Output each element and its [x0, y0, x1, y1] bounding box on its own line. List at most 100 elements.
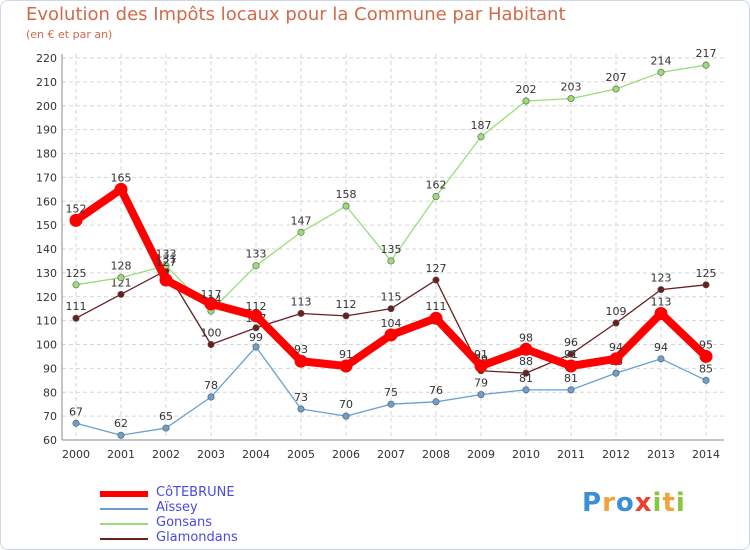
data-point-aissey [522, 386, 530, 394]
data-label-gonsans: 207 [606, 71, 627, 84]
line-chart: 60 70 80 90 100 110 120 130 140 150 160 170 180 190 20… [36, 47, 724, 461]
y-tick-label: 150 [36, 219, 57, 232]
brand-letter: i [652, 488, 663, 518]
data-label-gonsans: 125 [66, 267, 87, 280]
data-point-cotebrune [474, 359, 488, 373]
data-label-aissey: 76 [429, 384, 443, 397]
data-label-cotebrune: 98 [519, 331, 533, 344]
data-label-glamondans: 109 [606, 305, 627, 318]
data-label-glamondans: 100 [201, 327, 222, 340]
x-tick-label: 2007 [377, 448, 405, 461]
data-label-aissey: 67 [69, 405, 83, 418]
data-point-aissey [252, 343, 260, 351]
y-tick-label: 70 [43, 410, 57, 423]
y-tick-label: 170 [36, 171, 57, 184]
data-point-gonsans [297, 228, 305, 236]
data-label-cotebrune: 91 [474, 348, 488, 361]
data-point-gonsans [477, 133, 485, 141]
y-tick-label: 110 [36, 315, 57, 328]
data-point-glamondans [207, 340, 215, 348]
x-tick-label: 2003 [197, 448, 225, 461]
data-point-aissey [567, 386, 575, 394]
data-label-cotebrune: 104 [381, 317, 402, 330]
data-label-aissey: 85 [699, 362, 713, 375]
data-point-cotebrune [159, 273, 173, 287]
data-point-aissey [297, 405, 305, 413]
y-tick-label: 200 [36, 100, 57, 113]
x-tick-label: 2006 [332, 448, 360, 461]
x-tick-label: 2001 [107, 448, 135, 461]
legend-swatch [100, 538, 148, 540]
x-tick-label: 2013 [647, 448, 675, 461]
data-point-aissey [477, 391, 485, 399]
data-label-gonsans: 158 [336, 188, 357, 201]
data-label-aissey: 70 [339, 398, 353, 411]
data-label-aissey: 75 [384, 386, 398, 399]
data-point-gonsans [117, 274, 125, 282]
data-point-gonsans [432, 192, 440, 200]
data-label-gonsans: 162 [426, 178, 447, 191]
y-tick-label: 80 [43, 386, 57, 399]
data-label-aissey: 65 [159, 410, 173, 423]
data-label-gonsans: 135 [381, 243, 402, 256]
proxiti-logo: Proxiti [582, 488, 686, 518]
y-tick-label: 130 [36, 267, 57, 280]
data-point-cotebrune [519, 342, 533, 356]
data-point-gonsans [567, 95, 575, 103]
data-label-cotebrune: 111 [426, 300, 447, 313]
data-label-glamondans: 123 [651, 272, 672, 285]
data-point-cotebrune [114, 182, 128, 196]
y-tick-label: 120 [36, 291, 57, 304]
data-point-aissey [342, 412, 350, 420]
data-label-aissey: 81 [564, 372, 578, 385]
brand-letter: P [582, 488, 603, 518]
y-tick-label: 180 [36, 148, 57, 161]
data-label-gonsans: 133 [156, 248, 177, 261]
x-tick-label: 2009 [467, 448, 495, 461]
data-label-cotebrune: 95 [699, 338, 713, 351]
data-point-cotebrune [339, 359, 353, 373]
data-label-cotebrune: 94 [609, 341, 623, 354]
data-point-glamondans [657, 286, 665, 294]
data-label-aissey: 99 [249, 331, 263, 344]
data-label-cotebrune: 117 [201, 288, 222, 301]
data-point-gonsans [252, 262, 260, 270]
data-label-cotebrune: 165 [111, 171, 132, 184]
y-tick-label: 140 [36, 243, 57, 256]
data-point-aissey [207, 393, 215, 401]
data-point-cotebrune [429, 311, 443, 325]
data-point-aissey [117, 431, 125, 439]
brand-letter: t [662, 488, 676, 518]
data-point-cotebrune [249, 309, 263, 323]
data-label-cotebrune: 127 [156, 256, 177, 269]
legend-label: Glamondans [156, 530, 238, 545]
data-point-gonsans [657, 68, 665, 76]
data-label-glamondans: 113 [291, 295, 312, 308]
data-point-cotebrune [294, 354, 308, 368]
chart-title: Evolution des Impôts locaux pour la Comm… [26, 4, 566, 25]
legend-label: Gonsans [156, 515, 213, 530]
data-point-gonsans [522, 97, 530, 105]
data-label-gonsans: 202 [516, 83, 537, 96]
data-point-cotebrune [384, 328, 398, 342]
brand-letter: i [675, 488, 686, 518]
legend-swatch [100, 523, 148, 525]
data-point-glamondans [612, 319, 620, 327]
data-label-aissey: 78 [204, 379, 218, 392]
data-label-cotebrune: 91 [339, 348, 353, 361]
x-tick-label: 2012 [602, 448, 630, 461]
data-point-cotebrune [654, 306, 668, 320]
x-tick-label: 2008 [422, 448, 450, 461]
data-label-aissey: 62 [114, 417, 128, 430]
data-point-aissey [387, 400, 395, 408]
data-label-gonsans: 128 [111, 260, 132, 273]
data-label-glamondans: 127 [426, 262, 447, 275]
data-point-glamondans [297, 309, 305, 317]
brand-letter: o [615, 488, 635, 518]
data-point-gonsans [342, 202, 350, 210]
data-label-cotebrune: 113 [651, 295, 672, 308]
data-label-aissey: 79 [474, 377, 488, 390]
data-label-cotebrune: 93 [294, 343, 308, 356]
data-label-aissey: 81 [519, 372, 533, 385]
data-label-glamondans: 88 [519, 355, 533, 368]
